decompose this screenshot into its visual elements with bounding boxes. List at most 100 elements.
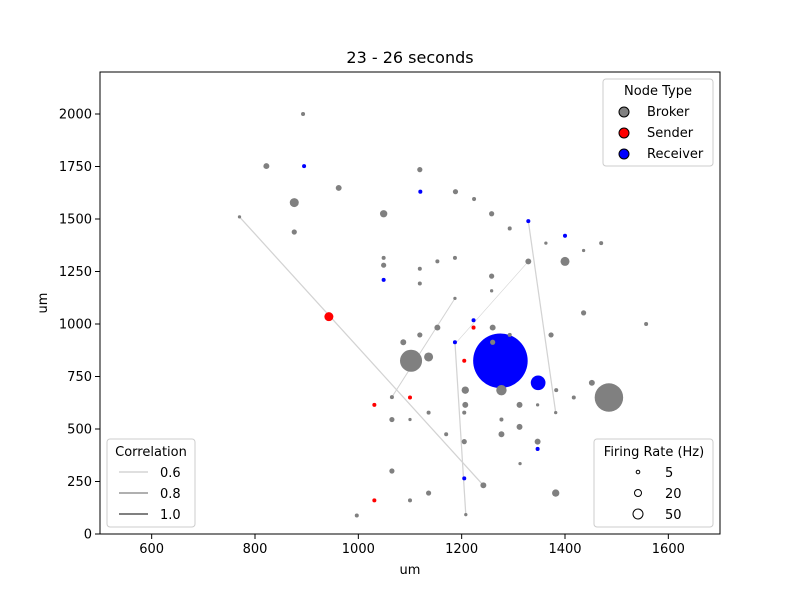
node-broker <box>461 386 469 394</box>
y-tick-label: 250 <box>67 475 92 490</box>
node-broker <box>435 259 440 264</box>
x-axis-label: um <box>400 563 421 578</box>
node-broker <box>417 332 423 338</box>
y-tick-label: 1250 <box>59 265 92 280</box>
node-broker <box>525 258 532 265</box>
node-broker <box>554 410 558 415</box>
y-axis-label: um <box>36 293 51 314</box>
legend-sender-label: Sender <box>647 126 694 141</box>
legend-firing-rate-marker-20 <box>634 489 642 497</box>
node-broker <box>581 248 586 253</box>
legend-correlation-box <box>106 438 196 528</box>
node-broker <box>426 410 431 415</box>
legend-node-type: Node Type Broker Sender Receiver <box>602 78 714 167</box>
legend-node-type-box <box>602 78 714 167</box>
node-broker <box>472 197 477 202</box>
node-broker <box>644 321 649 327</box>
node-receiver <box>535 446 540 451</box>
node-receiver <box>473 333 528 389</box>
y-tick-label: 1000 <box>59 318 92 333</box>
node-receiver <box>562 233 568 238</box>
legend-receiver-label: Receiver <box>647 147 704 162</box>
chart-title: 23 - 26 seconds <box>346 48 473 67</box>
node-sender <box>372 498 377 503</box>
node-broker <box>499 417 504 422</box>
node-broker <box>571 395 576 400</box>
node-broker <box>453 296 457 301</box>
legend-correlation-label-0.8: 0.8 <box>160 487 181 502</box>
x-axis: 600 800 1000 1200 1400 1600 <box>139 534 685 557</box>
node-broker <box>291 229 297 235</box>
node-broker <box>461 439 467 445</box>
node-broker <box>379 210 388 218</box>
node-broker <box>237 215 242 219</box>
legend-broker-label: Broker <box>647 105 690 120</box>
node-broker <box>417 266 422 271</box>
node-sender <box>471 325 476 330</box>
correlation-edge <box>238 216 484 486</box>
node-receiver <box>452 340 457 345</box>
node-broker <box>560 256 570 266</box>
node-broker <box>462 401 469 408</box>
y-tick-label: 1750 <box>59 160 92 175</box>
node-broker <box>301 111 306 117</box>
node-broker <box>354 513 359 518</box>
y-tick-label: 750 <box>67 370 92 385</box>
node-broker <box>507 332 512 337</box>
node-broker <box>554 388 559 393</box>
node-receiver <box>381 277 386 282</box>
node-receiver <box>418 189 423 194</box>
x-tick-label: 1200 <box>445 542 478 557</box>
y-tick-label: 500 <box>67 423 92 438</box>
node-broker <box>489 324 496 331</box>
node-broker <box>389 395 394 400</box>
node-broker <box>507 226 512 231</box>
legend-correlation-title: Correlation <box>115 445 187 460</box>
y-tick-label: 2000 <box>59 108 92 123</box>
y-tick-label: 0 <box>84 528 92 543</box>
legend-firing-rate-label-50: 50 <box>665 508 682 523</box>
node-broker <box>480 482 487 489</box>
plot-frame <box>99 71 721 535</box>
legend-firing-rate-marker-5 <box>635 469 641 475</box>
legend-correlation-label-1.0: 1.0 <box>160 508 181 523</box>
node-broker <box>599 241 604 246</box>
node-receiver <box>302 164 307 169</box>
nodes-layer <box>237 111 649 518</box>
node-sender <box>324 312 334 322</box>
node-receiver <box>530 375 546 391</box>
x-tick-label: 800 <box>243 542 268 557</box>
legend-correlation-label-0.6: 0.6 <box>160 466 181 481</box>
node-broker <box>400 339 407 346</box>
node-broker <box>548 332 554 338</box>
node-sender <box>462 358 467 363</box>
node-broker <box>426 490 432 496</box>
node-broker <box>407 498 413 503</box>
node-broker <box>452 189 459 195</box>
legend-firing-rate-title: Firing Rate (Hz) <box>604 445 704 460</box>
legend-node-type-title: Node Type <box>624 84 692 99</box>
node-broker <box>263 163 270 170</box>
legend-firing-rate-label-5: 5 <box>665 466 673 481</box>
node-sender <box>372 402 377 407</box>
node-broker <box>400 349 423 372</box>
y-axis: 0 250 500 750 1000 1250 1500 1750 2000 <box>59 108 100 543</box>
node-broker <box>381 255 386 260</box>
node-broker <box>534 438 541 445</box>
node-broker <box>389 468 395 474</box>
node-broker <box>518 462 522 466</box>
node-broker <box>417 167 423 173</box>
legend-correlation: Correlation 0.6 0.8 1.0 <box>106 438 196 528</box>
node-broker <box>498 431 505 438</box>
node-receiver <box>526 219 531 224</box>
node-broker <box>452 255 457 260</box>
node-broker <box>594 383 624 412</box>
node-broker <box>417 281 422 286</box>
node-broker <box>389 416 395 423</box>
node-broker <box>588 379 595 386</box>
node-broker <box>464 513 468 517</box>
correlation-edge <box>527 220 557 414</box>
correlation-edge <box>456 261 529 343</box>
node-broker <box>489 273 495 279</box>
